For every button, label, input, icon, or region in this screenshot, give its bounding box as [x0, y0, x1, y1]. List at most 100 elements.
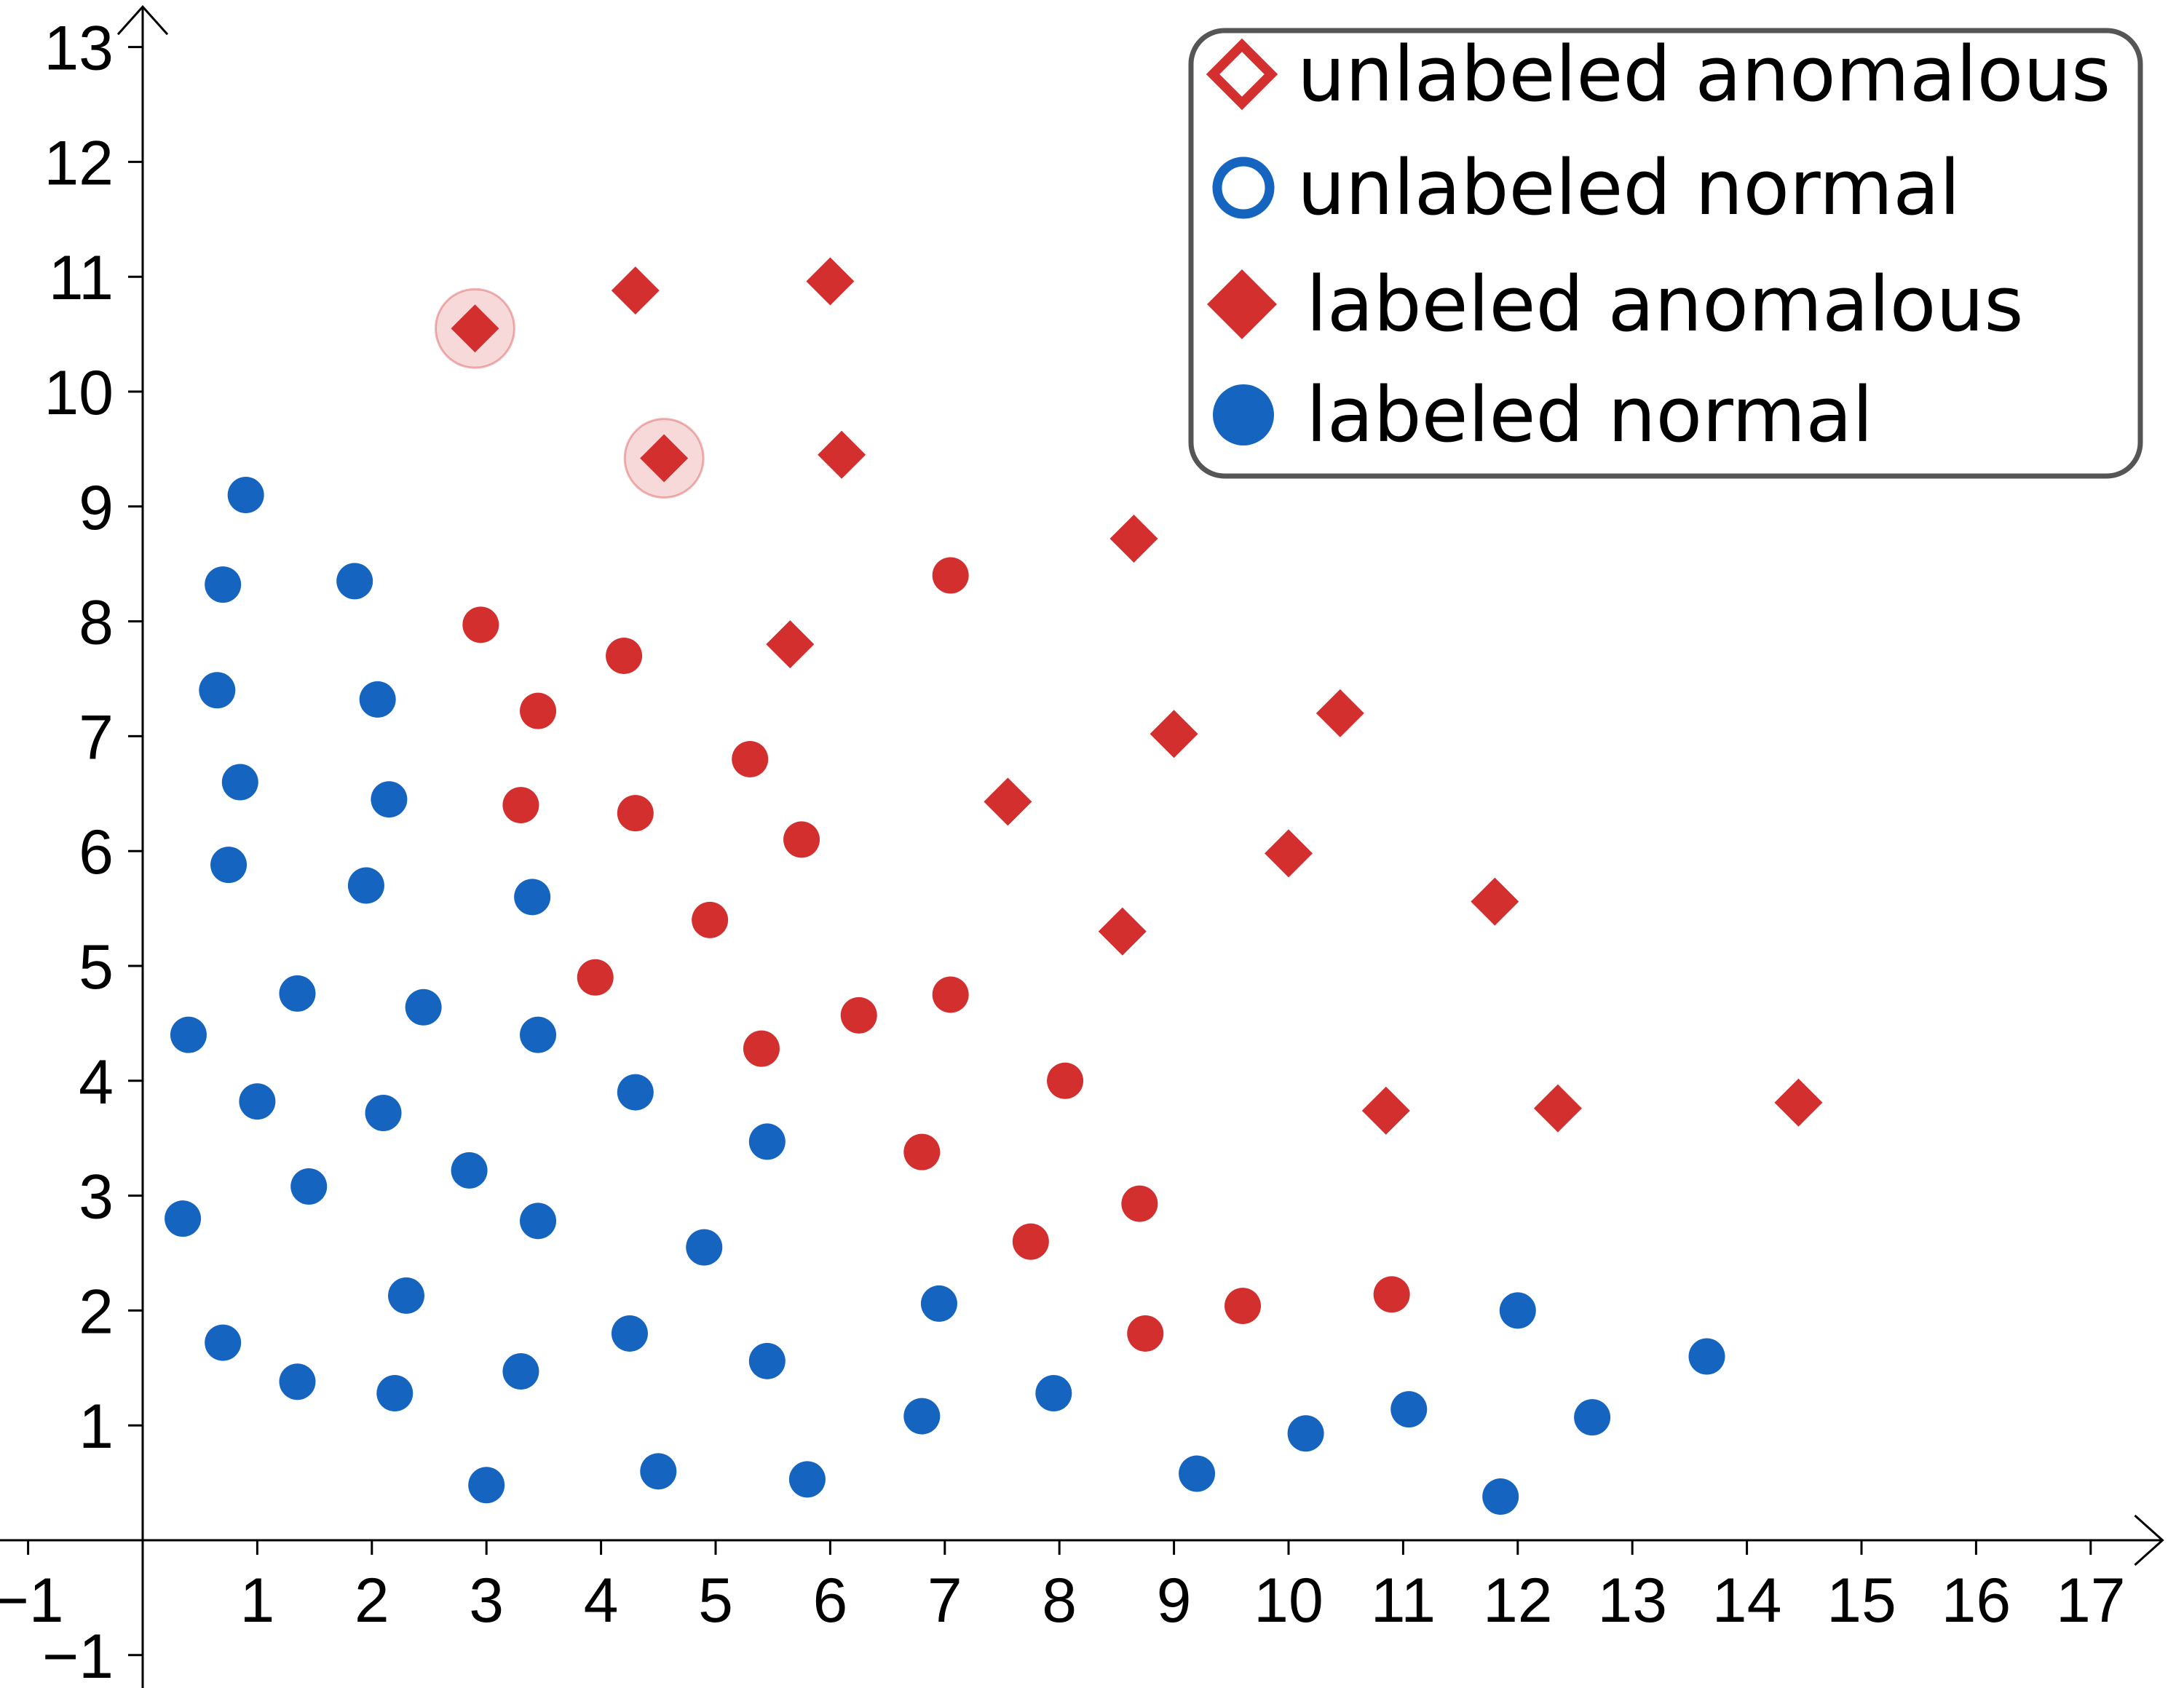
unlabeled-anomalous-point	[840, 996, 877, 1034]
unlabeled-normal-point	[640, 1453, 677, 1490]
labeled-anomalous-point	[1150, 710, 1198, 758]
x-tick-label: 12	[1483, 1566, 1553, 1636]
unlabeled-normal-point	[520, 1202, 557, 1240]
unlabeled-normal-point	[388, 1277, 425, 1314]
y-tick-label: −1	[42, 1622, 114, 1688]
y-tick-label: 6	[79, 817, 114, 887]
unlabeled-normal-point	[205, 1324, 242, 1361]
y-tick-label: 4	[79, 1047, 114, 1117]
unlabeled-normal-point	[1482, 1478, 1519, 1515]
unlabeled-normal-point	[1390, 1391, 1428, 1428]
legend-label: labeled anomalous	[1306, 260, 2024, 349]
unlabeled-normal-point	[1688, 1338, 1725, 1375]
unlabeled-anomalous-point	[1047, 1062, 1084, 1099]
unlabeled-normal-point	[520, 1016, 557, 1053]
unlabeled-normal-point	[1287, 1415, 1324, 1452]
y-tick-label: 5	[79, 932, 114, 1002]
filled-circle-icon	[1213, 384, 1274, 445]
unlabeled-normal-point	[686, 1229, 723, 1266]
x-tick-label: 6	[812, 1566, 847, 1636]
unlabeled-normal-point	[514, 879, 551, 916]
filled-diamond-icon	[1207, 269, 1277, 339]
x-tick-label: 3	[469, 1566, 504, 1636]
unlabeled-normal-point	[617, 1074, 654, 1111]
y-tick-label: 12	[44, 128, 114, 198]
legend: unlabeled anomalous unlabeled normal label…	[1188, 28, 2143, 479]
unlabeled-normal-point	[451, 1152, 488, 1189]
x-tick-label: 13	[1597, 1566, 1667, 1636]
labeled-anomalous-point	[611, 266, 660, 315]
unlabeled-anomalous-point	[1121, 1185, 1158, 1222]
legend-item-labeled-anomalous: labeled anomalous	[1207, 260, 2024, 349]
x-tick-label: 7	[927, 1566, 962, 1636]
axes: −1 1 2 3 4 5 6 7 8 9 10 11 12 13 14 15 16 17−112345678910…	[0, 5, 2164, 1688]
legend-box	[1188, 28, 2143, 479]
y-tick-label: 8	[79, 588, 114, 658]
x-tick-label: 11	[1371, 1566, 1436, 1636]
x-tick-label: 16	[1942, 1566, 2011, 1636]
unlabeled-normal-point	[903, 1398, 941, 1435]
unlabeled-anomalous-point	[1127, 1315, 1164, 1352]
unlabeled-normal-point	[239, 1083, 276, 1120]
unlabeled-normal-point	[502, 1353, 539, 1390]
unlabeled-normal-point	[210, 847, 248, 884]
y-tick-label: 2	[79, 1277, 114, 1347]
unlabeled-anomalous-point	[732, 740, 769, 777]
y-tick-label: 13	[44, 14, 114, 84]
unlabeled-normal-point	[336, 563, 373, 600]
y-tick-label: 9	[79, 473, 114, 543]
unlabeled-anomalous-point	[462, 606, 499, 643]
labeled-anomalous-point	[640, 434, 689, 483]
unlabeled-normal-point	[290, 1168, 328, 1205]
unlabeled-normal-point	[376, 1375, 414, 1412]
y-tick-label: 11	[49, 243, 114, 313]
x-tick-label: 4	[584, 1566, 619, 1636]
labeled-anomalous-point	[1533, 1084, 1582, 1133]
unlabeled-anomalous-point	[520, 692, 557, 729]
y-tick-label: 7	[79, 702, 114, 772]
y-tick-label: 10	[44, 358, 114, 428]
unlabeled-normal-point	[371, 781, 408, 818]
unlabeled-normal-point	[788, 1461, 826, 1498]
unlabeled-anomalous-point	[606, 637, 643, 674]
legend-item-labeled-normal: labeled normal	[1213, 371, 1873, 459]
hollow-circle-icon	[1212, 156, 1275, 219]
unlabeled-anomalous-point	[617, 795, 654, 832]
legend-item-unlabeled-normal: unlabeled normal	[1212, 143, 1961, 232]
unlabeled-anomalous-point	[903, 1133, 941, 1170]
unlabeled-normal-point	[1574, 1399, 1611, 1436]
labeled-anomalous-point	[451, 304, 499, 353]
unlabeled-anomalous-point	[932, 976, 969, 1013]
x-tick-label: 2	[355, 1566, 389, 1636]
unlabeled-normal-point	[920, 1285, 957, 1322]
x-tick-label: 14	[1712, 1566, 1782, 1636]
unlabeled-anomalous-point	[783, 821, 820, 858]
unlabeled-anomalous-point	[577, 959, 614, 996]
unlabeled-normal-point	[468, 1467, 505, 1504]
unlabeled-normal-point	[205, 566, 242, 603]
unlabeled-normal-point	[221, 764, 258, 801]
x-tick-label: 17	[2056, 1566, 2126, 1636]
unlabeled-normal-point	[199, 672, 236, 709]
x-tick-label: 1	[240, 1566, 274, 1636]
unlabeled-anomalous-point	[1224, 1288, 1262, 1325]
labeled-anomalous-point	[806, 257, 855, 306]
unlabeled-anomalous-point	[743, 1030, 780, 1067]
labeled-anomalous-point	[1471, 877, 1519, 926]
unlabeled-normal-point	[1179, 1455, 1216, 1492]
unlabeled-anomalous-point	[1373, 1276, 1410, 1313]
unlabeled-normal-point	[279, 1363, 316, 1400]
hollow-diamond-icon	[1206, 38, 1278, 111]
x-tick-label: −1	[0, 1566, 64, 1636]
x-tick-label: 5	[698, 1566, 733, 1636]
unlabeled-normal-point	[227, 477, 264, 514]
x-tick-label: 10	[1254, 1566, 1324, 1636]
data-points	[165, 257, 1823, 1515]
x-tick-label: 9	[1157, 1566, 1192, 1636]
unlabeled-normal-point	[611, 1315, 648, 1352]
unlabeled-normal-point	[165, 1200, 202, 1237]
labeled-anomalous-point	[818, 430, 866, 479]
unlabeled-anomalous-point	[692, 901, 729, 938]
unlabeled-anomalous-point	[932, 557, 969, 594]
